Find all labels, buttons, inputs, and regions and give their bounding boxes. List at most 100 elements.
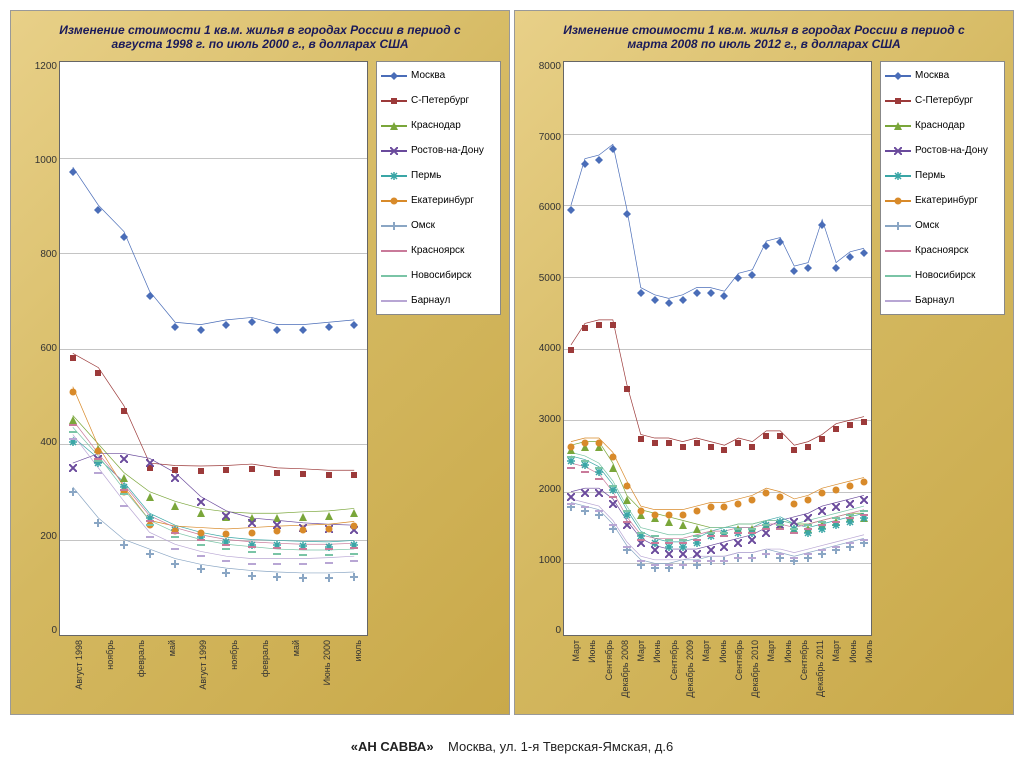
legend-label: Краснодар (915, 120, 965, 131)
x-tick: февраль (260, 640, 270, 677)
legend-label: Омск (915, 220, 939, 231)
legend-label: Красноярск (915, 245, 968, 256)
legend-item: Екатеринбург (381, 195, 496, 206)
x-tick: Август 1999 (198, 640, 208, 690)
legend-marker (885, 96, 911, 106)
chart-legend: Москва С-Петербург Краснодар Ростов-на-Д… (880, 61, 1005, 315)
x-axis: МартИюньСентябрьДекабрь 2008МартИюньСент… (563, 638, 872, 706)
x-tick: Сентябрь (669, 640, 679, 680)
series-line (571, 144, 864, 298)
legend-item: Новосибирск (381, 270, 496, 281)
chart-title: Изменение стоимости 1 кв.м. жилья в горо… (19, 23, 501, 51)
legend-label: Пермь (915, 170, 945, 181)
legend-item: С-Петербург (885, 95, 1000, 106)
legend-label: Ростов-на-Дону (411, 145, 484, 156)
x-tick: Декабрь 2011 (815, 640, 825, 697)
y-tick: 600 (40, 343, 57, 354)
legend-marker (885, 71, 911, 81)
y-axis: 120010008006004002000 (19, 61, 57, 636)
y-axis: 800070006000500040003000200010000 (523, 61, 561, 636)
x-tick: Сентябрь (604, 640, 614, 680)
legend-marker (885, 196, 911, 206)
series-line (571, 320, 864, 445)
legend-item: Барнаул (381, 295, 496, 306)
series-line (571, 456, 864, 542)
x-axis: Август 1998ноябрьфевральмайАвгуст 1999но… (59, 638, 368, 706)
legend-item: Красноярск (885, 245, 1000, 256)
series-line (571, 452, 864, 534)
legend-label: Барнаул (915, 295, 954, 306)
x-tick: май (167, 640, 177, 656)
x-tick: февраль (136, 640, 146, 677)
x-tick: Июнь (587, 640, 597, 663)
footer-brand: «АН САВВА» (351, 739, 434, 754)
x-tick: Декабрь 2009 (685, 640, 695, 698)
x-tick: июль (353, 640, 363, 662)
legend-marker (885, 271, 911, 281)
series-line (73, 415, 354, 513)
legend-marker (885, 171, 911, 181)
legend-marker (885, 296, 911, 306)
chart-legend: Москва С-Петербург Краснодар Ростов-на-Д… (376, 61, 501, 315)
series-line (571, 438, 864, 510)
legend-marker (885, 246, 911, 256)
plot-area (563, 61, 872, 636)
legend-marker (381, 71, 407, 81)
y-tick: 1000 (35, 155, 57, 166)
legend-marker (381, 271, 407, 281)
y-tick: 6000 (539, 202, 561, 213)
x-tick: Июнь (848, 640, 858, 663)
legend-label: Пермь (411, 170, 441, 181)
legend-label: Москва (915, 70, 949, 81)
legend-item: Москва (885, 70, 1000, 81)
x-tick: Март (571, 640, 581, 662)
x-tick: Июнь 2000 (322, 640, 332, 685)
series-line (571, 502, 864, 563)
legend-label: Омск (411, 220, 435, 231)
x-tick: Март (766, 640, 776, 662)
y-tick: 2000 (539, 484, 561, 495)
footer: «АН САВВА» Москва, ул. 1-я Тверская-Ямск… (0, 725, 1024, 768)
legend-label: Новосибирск (915, 270, 975, 281)
x-tick: Сентябрь (734, 640, 744, 680)
series-line (73, 353, 354, 470)
legend-item: Омск (885, 220, 1000, 231)
chart-panel: Изменение стоимости 1 кв.м. жилья в горо… (10, 10, 510, 715)
legend-item: Пермь (381, 170, 496, 181)
legend-marker (381, 96, 407, 106)
y-tick: 1000 (539, 555, 561, 566)
legend-item: С-Петербург (381, 95, 496, 106)
y-tick: 800 (40, 249, 57, 260)
legend-marker (381, 196, 407, 206)
y-tick: 4000 (539, 343, 561, 354)
legend-label: Красноярск (411, 245, 464, 256)
legend-item: Ростов-на-Дону (381, 145, 496, 156)
series-line (571, 488, 864, 549)
legend-label: С-Петербург (915, 95, 973, 106)
plot-area (59, 61, 368, 636)
x-tick: Сентябрь (799, 640, 809, 680)
series-svg (564, 62, 871, 635)
charts-row: Изменение стоимости 1 кв.м. жилья в горо… (0, 0, 1024, 725)
legend-marker (885, 121, 911, 131)
legend-marker (381, 121, 407, 131)
series-line (73, 167, 354, 325)
y-tick: 200 (40, 531, 57, 542)
legend-label: Краснодар (411, 120, 461, 131)
chart-plot: 800070006000500040003000200010000МартИюн… (523, 61, 876, 706)
x-tick: Июль (864, 640, 874, 663)
legend-marker (381, 221, 407, 231)
series-svg (60, 62, 367, 635)
footer-address: Москва, ул. 1-я Тверская-Ямская, д.6 (448, 739, 673, 754)
y-tick: 7000 (539, 132, 561, 143)
legend-label: Екатеринбург (411, 195, 474, 206)
legend-item: Пермь (885, 170, 1000, 181)
legend-item: Москва (381, 70, 496, 81)
series-line (73, 487, 354, 573)
legend-marker (885, 221, 911, 231)
chart-panel: Изменение стоимости 1 кв.м. жилья в горо… (514, 10, 1014, 715)
legend-item: Новосибирск (885, 270, 1000, 281)
series-line (73, 420, 354, 544)
y-tick: 5000 (539, 273, 561, 284)
legend-marker (885, 146, 911, 156)
